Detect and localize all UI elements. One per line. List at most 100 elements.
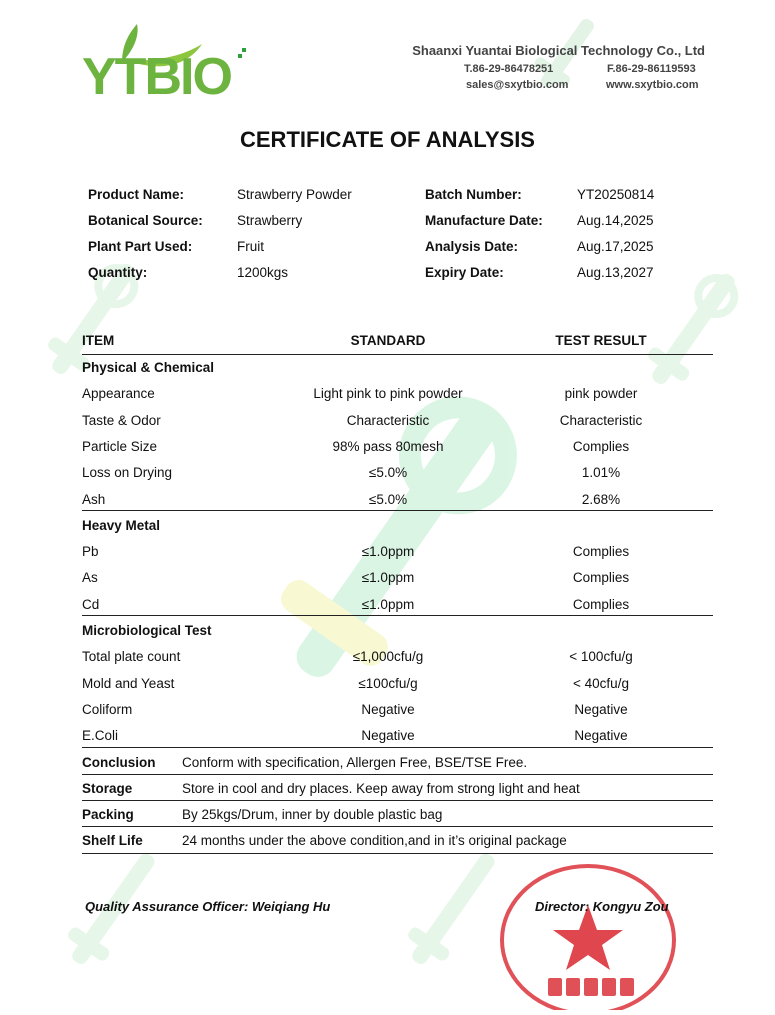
table-row: Particle Size 98% pass 80mesh Complies [82,434,713,460]
company-logo: YTBIO [82,22,252,106]
note-label: Shelf Life [82,833,143,849]
result-cell: 1.01% [581,465,621,481]
note-row: Storage Store in cool and dry places. Ke… [82,776,713,802]
info-value: Aug.14,2025 [577,213,654,228]
standard-cell: ≤1.0ppm [361,596,415,612]
note-label: Conclusion [82,754,156,770]
item-cell: E.Coli [82,728,119,744]
divider [82,852,713,854]
company-name: Shaanxi Yuantai Biological Technology Co… [412,43,705,58]
note-value: 24 months under the above condition,and … [182,833,567,849]
divider [82,826,713,828]
company-stamp [498,860,678,1015]
fax: F.86-29-86119593 [607,63,696,75]
standard-cell: Negative [361,701,415,717]
table-row: Appearance Light pink to pink powder pin… [82,381,713,407]
qa-officer-signature: Quality Assurance Officer: Weiqiang Hu [85,899,331,914]
item-cell: Pb [82,544,99,560]
table-row: Total plate count ≤1,000cfu/g < 100cfu/g [82,644,713,670]
table-header: ITEM STANDARD TEST RESULT [82,328,713,354]
item-cell: Mold and Yeast [82,675,175,691]
standard-cell: ≤100cfu/g [358,675,418,691]
divider [82,509,713,511]
table-row: Loss on Drying ≤5.0% 1.01% [82,460,713,486]
table-row: Taste & Odor Characteristic Characterist… [82,408,713,434]
info-label: Batch Number: [425,187,522,202]
info-value: Strawberry Powder [237,187,352,202]
info-label: Manufacture Date: [425,213,543,228]
result-cell: Complies [572,570,630,586]
note-label: Storage [82,780,133,796]
table-row: As ≤1.0ppm Complies [82,565,713,591]
divider [82,746,713,748]
info-value: YT20250814 [577,187,655,202]
section-title: Physical & Chemical [82,360,215,375]
document-title: CERTIFICATE OF ANALYSIS [240,127,535,152]
info-label: Quantity: [88,265,148,280]
item-cell: Coliform [82,701,133,717]
result-cell: Negative [574,701,628,717]
item-cell: Loss on Drying [82,465,173,481]
info-value: Aug.13,2027 [577,265,654,280]
info-value: 1200kgs [237,265,289,280]
item-cell: Cd [82,596,100,612]
header-standard: STANDARD [350,333,426,348]
table-row: E.Coli Negative Negative [82,723,713,749]
section-row: Microbiological Test [82,618,713,644]
item-cell: Particle Size [82,438,158,454]
info-label: Plant Part Used: [88,239,193,254]
section-title: Microbiological Test [82,623,212,638]
website: www.sxytbio.com [606,79,699,91]
result-cell: 2.68% [581,491,621,507]
standard-cell: Characteristic [346,412,430,428]
section-row: Heavy Metal [82,513,713,539]
divider [82,354,713,355]
result-cell: < 100cfu/g [569,649,633,665]
table-row: Cd ≤1.0ppm Complies [82,592,713,618]
result-cell: pink powder [564,386,638,402]
email: sales@sxytbio.com [466,79,569,91]
info-label: Product Name: [88,187,185,202]
note-row: Shelf Life 24 months under the above con… [82,828,713,854]
table-row: Pb ≤1.0ppm Complies [82,539,713,565]
svg-text:YTBIO: YTBIO [82,48,231,102]
section-title: Heavy Metal [82,517,161,533]
info-label: Expiry Date: [425,265,504,280]
result-cell: Characteristic [559,412,643,428]
result-cell: Negative [574,728,628,744]
section-row: Physical & Chemical [82,355,713,381]
info-label: Analysis Date: [425,239,519,254]
header-result: TEST RESULT [555,333,647,348]
director-signature: Director: Kongyu Zou [535,899,669,914]
header-item: ITEM [82,333,115,348]
table-row: Coliform Negative Negative [82,697,713,723]
item-cell: Taste & Odor [82,412,161,428]
info-value: Fruit [237,239,264,254]
result-cell: Complies [572,596,630,612]
item-cell: As [82,570,98,586]
info-value: Aug.17,2025 [577,239,654,254]
note-value: Store in cool and dry places. Keep away … [182,780,580,796]
divider [82,615,713,616]
item-cell: Total plate count [82,649,181,665]
standard-cell: Light pink to pink powder [313,386,463,402]
result-cell: Complies [572,438,630,454]
standard-cell: ≤5.0% [368,465,408,481]
table-row: Ash ≤5.0% 2.68% [82,487,713,513]
note-label: Packing [82,807,134,823]
item-cell: Ash [82,491,106,507]
divider [82,773,713,775]
standard-cell: ≤5.0% [368,491,408,507]
note-value: Conform with specification, Allergen Fre… [182,754,528,770]
standard-cell: ≤1,000cfu/g [352,649,424,665]
standard-cell: ≤1.0ppm [361,544,415,560]
info-value: Strawberry [237,213,303,228]
note-value: By 25kgs/Drum, inner by double plastic b… [182,807,443,823]
result-cell: < 40cfu/g [573,675,629,691]
note-row: Conclusion Conform with specification, A… [82,750,713,776]
info-label: Botanical Source: [88,213,203,228]
result-cell: Complies [572,544,630,560]
divider [82,800,713,802]
note-row: Packing By 25kgs/Drum, inner by double p… [82,802,713,828]
item-cell: Appearance [82,386,155,402]
